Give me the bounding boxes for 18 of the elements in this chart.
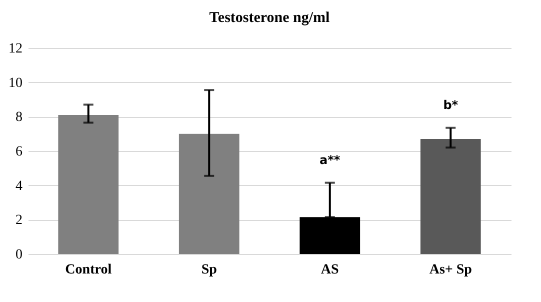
bar [178,134,240,254]
x-tick-label: As+ Sp [429,262,472,278]
x-tick-label: Control [65,262,112,278]
y-tick-label: 4 [16,178,22,194]
x-tick-label: Sp [201,262,218,278]
bar [300,217,360,254]
y-tick-label: 2 [16,213,22,228]
bar [58,114,119,254]
annotation: a** [320,152,341,167]
x-tick-label: AS [320,262,340,278]
chart-title: Testosterone ng/ml [209,10,330,26]
bar [420,138,481,254]
y-tick-label: 6 [16,144,22,160]
y-tick-label: 0 [16,248,22,262]
annotation: b* [443,98,459,112]
y-tick-label: 10 [8,76,22,91]
y-tick-label: 8 [16,110,22,126]
y-tick-label: 12 [8,42,22,56]
